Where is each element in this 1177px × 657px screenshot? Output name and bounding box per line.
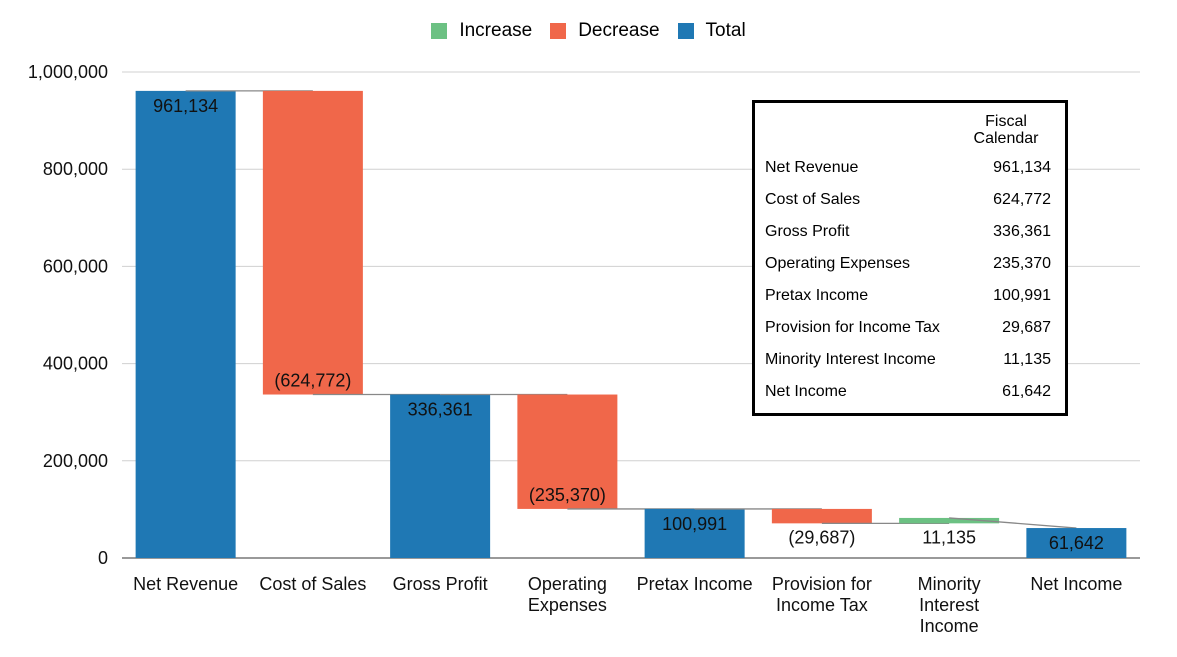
data-label: (624,772) bbox=[274, 371, 351, 391]
row-value: 336,361 bbox=[993, 223, 1051, 240]
x-tick-label: Cost of Sales bbox=[259, 574, 366, 594]
row-label: Minority Interest Income bbox=[765, 351, 936, 368]
x-tick-label: Interest bbox=[919, 595, 979, 615]
legend: Increase Decrease Total bbox=[0, 20, 1177, 42]
table-row: Net Revenue 961,134 bbox=[765, 159, 1051, 177]
x-tick-label: Provision for bbox=[772, 574, 872, 594]
y-tick-label: 800,000 bbox=[43, 159, 108, 179]
legend-item-total: Total bbox=[677, 20, 746, 42]
x-tick-label: Minority bbox=[918, 574, 981, 594]
data-label: 336,361 bbox=[408, 400, 473, 420]
row-label: Net Revenue bbox=[765, 159, 859, 176]
x-tick-label: Net Revenue bbox=[133, 574, 238, 594]
table-row: Cost of Sales 624,772 bbox=[765, 191, 1051, 209]
x-tick-label: Operating bbox=[528, 574, 607, 594]
header-line: Fiscal bbox=[985, 113, 1027, 130]
data-label: 961,134 bbox=[153, 96, 218, 116]
data-label: (29,687) bbox=[788, 527, 855, 547]
row-value: 11,135 bbox=[1003, 351, 1051, 368]
x-tick-label: Income bbox=[920, 616, 979, 636]
row-label: Gross Profit bbox=[765, 223, 850, 240]
row-label: Operating Expenses bbox=[765, 255, 910, 272]
legend-swatch bbox=[550, 23, 567, 39]
legend-item-increase: Increase bbox=[431, 20, 532, 42]
data-label: 100,991 bbox=[662, 514, 727, 534]
x-tick-label: Net Income bbox=[1030, 574, 1122, 594]
table-row: Net Income 61,642 bbox=[765, 383, 1051, 401]
legend-swatch bbox=[677, 23, 694, 39]
row-label: Provision for Income Tax bbox=[765, 319, 940, 336]
table-row: Provision for Income Tax 29,687 bbox=[765, 319, 1051, 337]
bar-decrease bbox=[262, 90, 363, 395]
row-value: 961,134 bbox=[993, 159, 1051, 176]
row-value: 61,642 bbox=[1002, 383, 1051, 400]
row-label: Pretax Income bbox=[765, 287, 869, 304]
row-value: 624,772 bbox=[993, 191, 1051, 208]
connector-line bbox=[949, 517, 1077, 529]
data-label: 11,135 bbox=[922, 527, 976, 547]
bar-total bbox=[390, 394, 491, 558]
row-value: 100,991 bbox=[993, 287, 1051, 304]
table-row: Minority Interest Income 11,135 bbox=[765, 351, 1051, 369]
bar-increase bbox=[899, 517, 1000, 524]
summary-table: Fiscal Calendar Net Revenue 961,134 Cost o… bbox=[752, 100, 1068, 416]
x-tick-label: Gross Profit bbox=[393, 574, 488, 594]
table-header: Fiscal Calendar bbox=[961, 113, 1051, 147]
legend-label: Increase bbox=[459, 20, 533, 41]
row-label: Net Income bbox=[765, 383, 847, 400]
row-value: 29,687 bbox=[1002, 319, 1051, 336]
row-label: Cost of Sales bbox=[765, 191, 861, 208]
data-label: (235,370) bbox=[529, 485, 606, 505]
y-tick-label: 1,000,000 bbox=[28, 62, 108, 82]
legend-label: Decrease bbox=[578, 20, 660, 41]
table-row: Gross Profit 336,361 bbox=[765, 223, 1051, 241]
header-line: Calendar bbox=[973, 130, 1039, 147]
legend-swatch bbox=[431, 23, 448, 39]
y-tick-label: 200,000 bbox=[43, 451, 108, 471]
table-row: Operating Expenses 235,370 bbox=[765, 255, 1051, 273]
y-tick-label: 600,000 bbox=[43, 256, 108, 276]
x-tick-label: Expenses bbox=[528, 595, 607, 615]
legend-item-decrease: Decrease bbox=[550, 20, 660, 42]
y-tick-label: 400,000 bbox=[43, 354, 108, 374]
x-tick-label: Income Tax bbox=[776, 595, 868, 615]
bar-decrease bbox=[517, 394, 618, 509]
bar-total bbox=[644, 508, 745, 558]
x-tick-label: Pretax Income bbox=[637, 574, 753, 594]
legend-label: Total bbox=[705, 20, 746, 41]
table-row: Pretax Income 100,991 bbox=[765, 287, 1051, 305]
bar-total bbox=[135, 90, 236, 558]
y-tick-label: 0 bbox=[98, 548, 108, 568]
bar-total bbox=[1026, 528, 1127, 558]
data-label: 61,642 bbox=[1049, 533, 1104, 553]
bar-decrease bbox=[771, 508, 872, 524]
row-value: 235,370 bbox=[993, 255, 1051, 272]
